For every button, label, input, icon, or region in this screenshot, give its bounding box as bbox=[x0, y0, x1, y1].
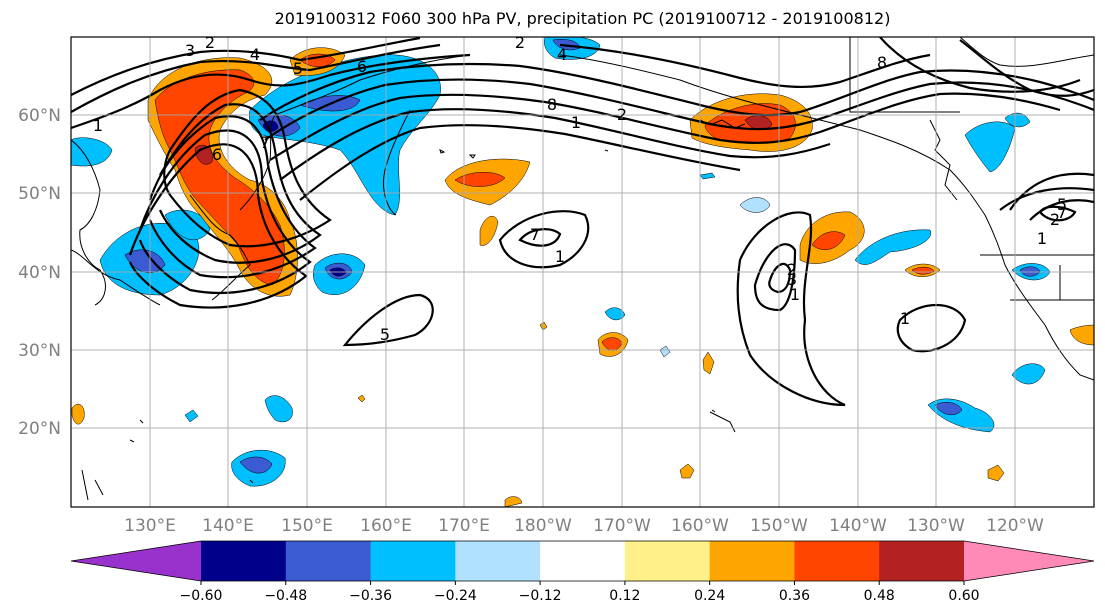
colorbar-tick-label: 0.12 bbox=[609, 588, 640, 601]
lat-label: 20°N bbox=[18, 419, 61, 439]
contour-label: 5 bbox=[1057, 195, 1067, 214]
contour-label: 8 bbox=[547, 95, 557, 114]
colorbar-tick-label: −0.24 bbox=[434, 588, 477, 601]
lon-label: 160°E bbox=[360, 516, 412, 536]
lon-label: 130°E bbox=[124, 516, 176, 536]
contour-label: 2 bbox=[617, 105, 627, 124]
precip-anomaly-region bbox=[504, 496, 523, 507]
lon-label: 140°E bbox=[202, 516, 254, 536]
contour-label: 8 bbox=[877, 53, 887, 72]
lon-label: 120°W bbox=[986, 516, 1044, 536]
colorbar-segment bbox=[794, 541, 880, 581]
map-frame bbox=[70, 36, 1095, 508]
colorbar-tick-label: −0.48 bbox=[264, 588, 307, 601]
precip-anomaly-region bbox=[744, 115, 773, 130]
colorbar-tick-label: −0.36 bbox=[349, 588, 392, 601]
precip-anomaly-region bbox=[1011, 363, 1046, 385]
contour-label: 1 bbox=[1037, 229, 1047, 248]
contour-label: 5 bbox=[380, 325, 390, 344]
precip-anomaly-region bbox=[1069, 324, 1094, 346]
colorbar-segment bbox=[879, 541, 965, 581]
precip-anomaly-region bbox=[659, 345, 671, 358]
contour-label: 2 bbox=[787, 260, 797, 279]
precip-anomaly-region bbox=[164, 209, 211, 241]
precip-anomaly-region bbox=[239, 456, 273, 474]
precip-anomaly-region bbox=[264, 395, 293, 423]
contour-label: 7 bbox=[530, 225, 540, 244]
precip-anomaly-region bbox=[987, 464, 1005, 482]
colorbar-segment bbox=[285, 541, 372, 581]
precip-anomaly-region bbox=[71, 137, 113, 167]
lat-label: 60°N bbox=[18, 106, 61, 126]
precip-anomaly-region bbox=[124, 249, 166, 274]
lon-label: 160°W bbox=[671, 516, 729, 536]
lat-label: 30°N bbox=[18, 341, 61, 361]
figure-title: 2019100312 F060 300 hPa PV, precipitatio… bbox=[274, 9, 891, 28]
precip-anomaly-region bbox=[811, 231, 846, 250]
contour-label: 3 bbox=[787, 270, 797, 289]
colorbar-segment bbox=[455, 541, 541, 581]
precip-anomaly-region bbox=[1004, 112, 1031, 128]
contour-label: 7 bbox=[1057, 203, 1067, 222]
precip-anomaly-region bbox=[604, 307, 626, 321]
precip-anomaly-region bbox=[71, 403, 85, 425]
precip-anomaly-region bbox=[454, 172, 506, 187]
precip-anomaly-region bbox=[299, 53, 336, 67]
pv-contours bbox=[71, 37, 1094, 407]
contour-label: 6 bbox=[212, 145, 222, 164]
contour-label: 6 bbox=[357, 57, 367, 76]
precip-anomaly-region bbox=[184, 409, 199, 423]
contour-label: 1 bbox=[571, 113, 581, 132]
graticule bbox=[71, 37, 1094, 507]
colorbar-segment bbox=[370, 541, 456, 581]
lon-label: 170°E bbox=[438, 516, 490, 536]
contour-label: 3 bbox=[185, 41, 195, 60]
lon-label: 150°E bbox=[281, 516, 333, 536]
colorbar-tick-label: 0.36 bbox=[779, 588, 810, 601]
colorbar-tick-label: −0.12 bbox=[519, 588, 562, 601]
contour-label: 4 bbox=[250, 45, 260, 64]
lon-label: 140°W bbox=[829, 516, 887, 536]
precip-anomaly-region bbox=[699, 172, 716, 180]
colorbar-tick-label: 0.48 bbox=[864, 588, 895, 601]
colorbar-segment bbox=[624, 541, 711, 581]
lat-label: 40°N bbox=[18, 263, 61, 283]
colorbar-segment bbox=[201, 541, 287, 581]
precip-anomaly-region bbox=[854, 229, 931, 265]
precip-anomaly-region bbox=[479, 215, 499, 246]
precip-anomaly-region bbox=[964, 121, 1016, 173]
lon-label: 180°W bbox=[514, 516, 572, 536]
colorbar-tick-label: −0.60 bbox=[180, 588, 223, 601]
contour-label: 1 bbox=[555, 247, 565, 266]
coastlines bbox=[71, 37, 1094, 501]
contour-label: 2 bbox=[205, 33, 215, 52]
colorbar-extend-min bbox=[71, 541, 201, 581]
contour-label: 2 bbox=[1050, 210, 1060, 229]
precip-anomaly-region bbox=[702, 351, 715, 375]
precip-anomaly-region bbox=[739, 197, 771, 213]
contour-label: 4 bbox=[557, 45, 567, 64]
colorbar-segment bbox=[540, 541, 626, 581]
colorbar-extend-max bbox=[964, 541, 1094, 581]
contour-label: 7 bbox=[260, 133, 270, 152]
precip-anomaly-region bbox=[357, 394, 366, 403]
lat-label: 50°N bbox=[18, 184, 61, 204]
contour-label: 2 bbox=[515, 33, 525, 52]
colorbar-segment bbox=[709, 541, 795, 581]
lon-label: 170°W bbox=[593, 516, 651, 536]
colorbar bbox=[70, 540, 1095, 582]
lon-label: 130°W bbox=[907, 516, 965, 536]
precip-anomaly-region bbox=[934, 402, 963, 416]
precip-anomaly-region bbox=[679, 463, 695, 479]
colorbar-tick-label: 0.60 bbox=[948, 588, 979, 601]
contour-label: 1 bbox=[900, 309, 910, 328]
contour-label: 1 bbox=[790, 285, 800, 304]
contour-label: 1 bbox=[93, 116, 103, 135]
lon-label: 150°W bbox=[750, 516, 808, 536]
contour-label: 5 bbox=[293, 59, 303, 78]
colorbar-tick-label: 0.24 bbox=[694, 588, 725, 601]
